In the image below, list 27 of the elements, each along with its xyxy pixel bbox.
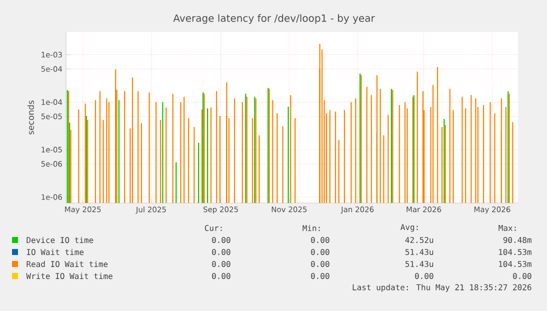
- text: Last update: Thu May 21 18:35:27 2026: [352, 284, 532, 292]
- text: 0.00: [311, 248, 330, 256]
- text: 0.00: [212, 236, 230, 244]
- text: 0.00: [311, 260, 330, 268]
- legend-label: Write IO Wait time: [26, 272, 112, 280]
- legend-label: Read IO Wait time: [26, 260, 108, 268]
- text: 0.00: [212, 248, 230, 256]
- chart-title: Average latency for /dev/loop1 - by year: [173, 14, 375, 24]
- legend-label: Device IO time: [26, 236, 94, 244]
- text: Min:: [302, 224, 320, 232]
- text: 0.00: [415, 272, 434, 280]
- text: 42.52u: [405, 236, 434, 244]
- text: 0.00: [212, 272, 230, 280]
- text: 51.43u: [405, 260, 434, 268]
- text: 90.48m: [503, 236, 532, 244]
- text: Avg:: [400, 224, 418, 232]
- text: 0.00: [513, 272, 532, 280]
- legend-label: IO Wait time: [26, 248, 84, 256]
- y-axis-title: seconds: [27, 100, 34, 134]
- text: 104.53m: [499, 248, 532, 256]
- text: 0.00: [311, 272, 330, 280]
- text: 0.00: [311, 236, 330, 244]
- text: Max:: [498, 225, 516, 231]
- text: Cur:: [204, 224, 222, 232]
- text: 51.43u: [405, 248, 434, 256]
- text: 0.00: [212, 260, 230, 268]
- text: 104.53m: [499, 260, 532, 268]
